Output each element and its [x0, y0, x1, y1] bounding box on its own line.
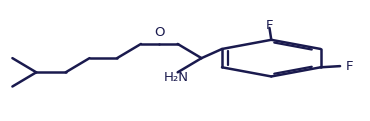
- Text: F: F: [346, 60, 354, 73]
- Text: O: O: [154, 26, 165, 39]
- Text: F: F: [266, 19, 273, 32]
- Text: H₂N: H₂N: [163, 71, 188, 84]
